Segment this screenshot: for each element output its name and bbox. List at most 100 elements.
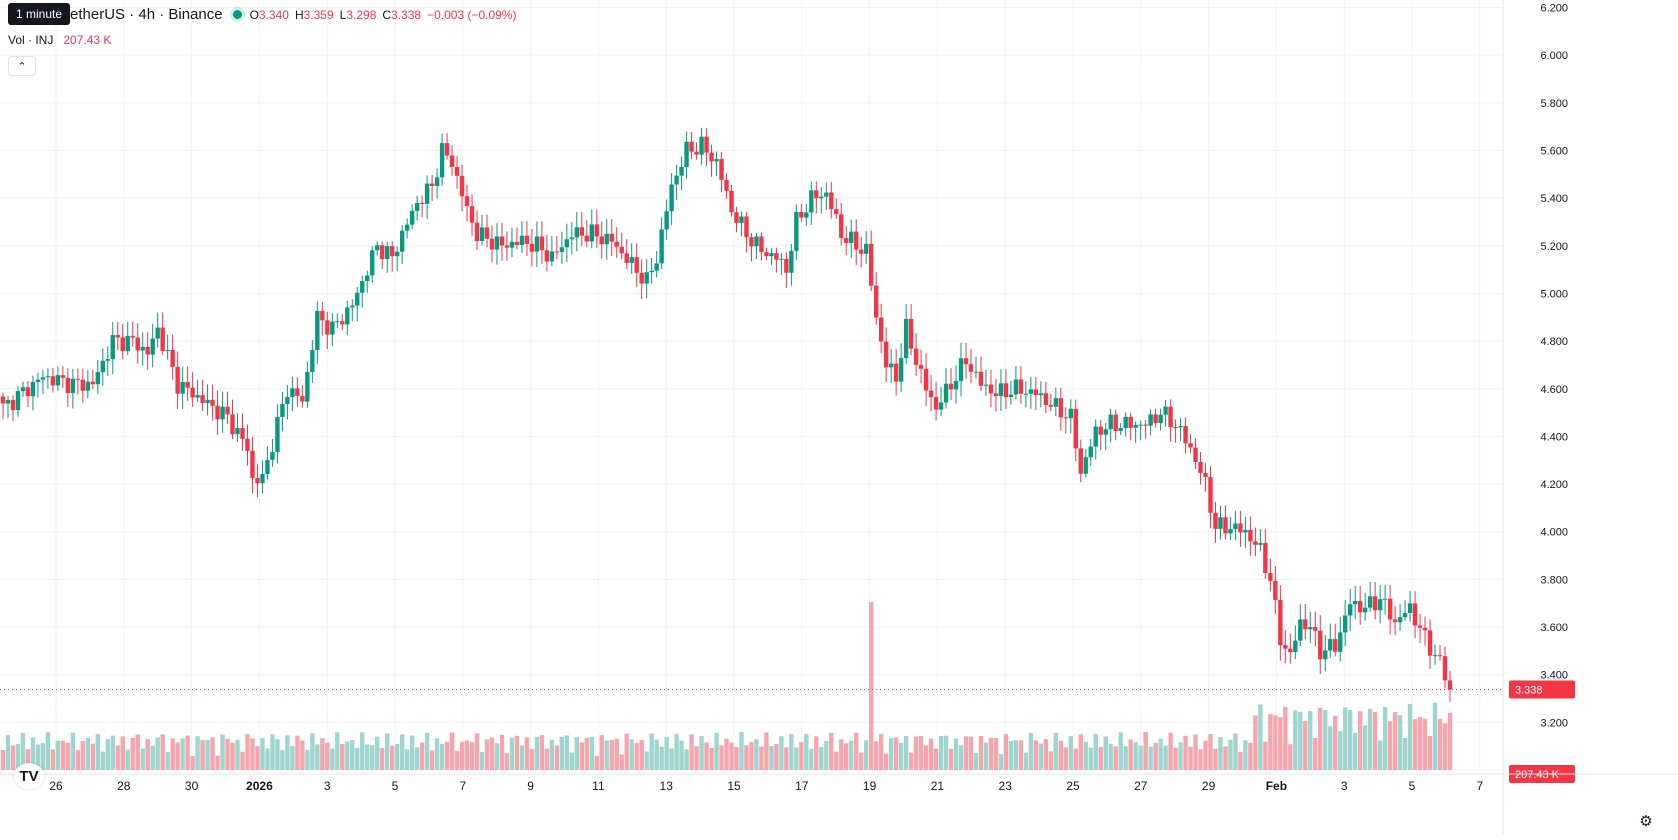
- volume-bar: [1402, 737, 1408, 770]
- volume-bar: [584, 737, 589, 770]
- volume-bar: [943, 735, 949, 770]
- candle-body: [1263, 543, 1268, 574]
- volume-bar: [1198, 749, 1203, 770]
- close-label: C: [382, 7, 392, 22]
- volume-bar: [589, 736, 594, 770]
- candle-body: [355, 292, 360, 306]
- candle-body: [554, 251, 560, 253]
- candle-body: [115, 335, 120, 338]
- candle-body: [973, 371, 979, 373]
- candle-body: [200, 395, 205, 404]
- volume-bar: [45, 732, 51, 770]
- tradingview-logo[interactable]: TV: [14, 763, 44, 789]
- candle-body: [414, 203, 420, 211]
- candle-body: [1018, 379, 1024, 394]
- volume-bar: [1223, 746, 1228, 770]
- candle-body: [375, 245, 380, 251]
- candle-body: [75, 378, 81, 380]
- y-axis-label: 4.400: [1540, 431, 1568, 443]
- candle-body: [350, 305, 355, 308]
- volume-bar: [1427, 735, 1433, 770]
- y-axis-label: 4.600: [1540, 384, 1568, 396]
- high-value: 3.359: [303, 7, 334, 22]
- volume-bar: [0, 750, 6, 770]
- volume-bar: [135, 734, 140, 770]
- candle-body: [1313, 627, 1318, 631]
- volume-bar: [1442, 723, 1448, 770]
- volume-bar: [829, 732, 834, 770]
- candle-body: [315, 310, 320, 351]
- symbol-title[interactable]: etherUS · 4h · Binance: [70, 6, 223, 23]
- volume-bar: [1013, 740, 1019, 770]
- volume-bar: [360, 732, 365, 770]
- candle-body: [305, 371, 310, 402]
- volume-bar: [1238, 751, 1243, 770]
- open-label: O: [249, 7, 259, 22]
- candle-body: [290, 388, 295, 397]
- gear-icon[interactable]: ⚙: [1639, 813, 1653, 830]
- volume-bar: [1138, 745, 1143, 770]
- volume-bar: [714, 732, 719, 770]
- volume-bar: [1382, 706, 1388, 770]
- volume-bar: [873, 741, 879, 770]
- candle-body: [524, 235, 530, 244]
- volume-bar: [300, 740, 305, 770]
- candle-body: [464, 196, 470, 207]
- volume-bar: [809, 748, 814, 770]
- candle-body: [694, 151, 699, 155]
- y-axis-label: 3.400: [1540, 670, 1568, 682]
- candle-body: [659, 229, 664, 264]
- candle-body: [834, 209, 839, 215]
- candle-body: [918, 364, 924, 369]
- candle-body: [1432, 655, 1438, 657]
- volume-bar: [699, 735, 704, 770]
- volume-bar: [1098, 747, 1103, 770]
- volume-bar: [55, 740, 61, 770]
- volume-bar: [215, 755, 220, 770]
- y-axis-label: 5.800: [1540, 98, 1568, 110]
- candle-body: [654, 263, 659, 271]
- volume-bar: [1422, 718, 1428, 770]
- volume-bar: [993, 738, 999, 770]
- volume-bar: [744, 745, 749, 770]
- candle-body: [165, 349, 170, 352]
- volume-bar: [414, 747, 420, 770]
- volume-bar: [709, 747, 714, 770]
- candle-body: [205, 399, 210, 404]
- candle-body: [444, 143, 450, 156]
- volume-bar: [1143, 732, 1148, 770]
- candle-body: [25, 387, 31, 397]
- volume-bar: [1178, 742, 1183, 770]
- candle-body: [903, 319, 909, 359]
- candle-body: [285, 396, 290, 405]
- volume-bar: [953, 738, 959, 770]
- candle-body: [1407, 603, 1413, 614]
- candle-body: [1193, 447, 1198, 462]
- candle-body: [639, 272, 644, 284]
- candle-body: [125, 335, 130, 352]
- collapse-legend-button[interactable]: ⌃: [8, 56, 36, 76]
- volume-bar: [260, 738, 265, 770]
- candle-body: [1437, 655, 1443, 657]
- volume-bar: [524, 737, 530, 770]
- volume-bar: [1432, 702, 1438, 770]
- candle-body: [360, 281, 365, 293]
- volume-bar: [1088, 747, 1093, 770]
- volume-bar: [1028, 733, 1034, 770]
- candle-body: [459, 175, 465, 197]
- price-badge-bg: [1509, 680, 1575, 699]
- candle-body: [1357, 601, 1363, 613]
- volume-bar: [275, 739, 280, 770]
- candle-body: [230, 414, 235, 435]
- candle-body: [744, 216, 749, 238]
- candle-body: [569, 237, 575, 240]
- candle-body: [1013, 379, 1019, 395]
- volume-bar: [30, 737, 36, 770]
- volume-bar: [230, 742, 235, 770]
- volume-bar: [764, 732, 769, 770]
- candle-body: [155, 327, 160, 339]
- volume-bar: [908, 752, 914, 770]
- volume-bar: [325, 742, 330, 770]
